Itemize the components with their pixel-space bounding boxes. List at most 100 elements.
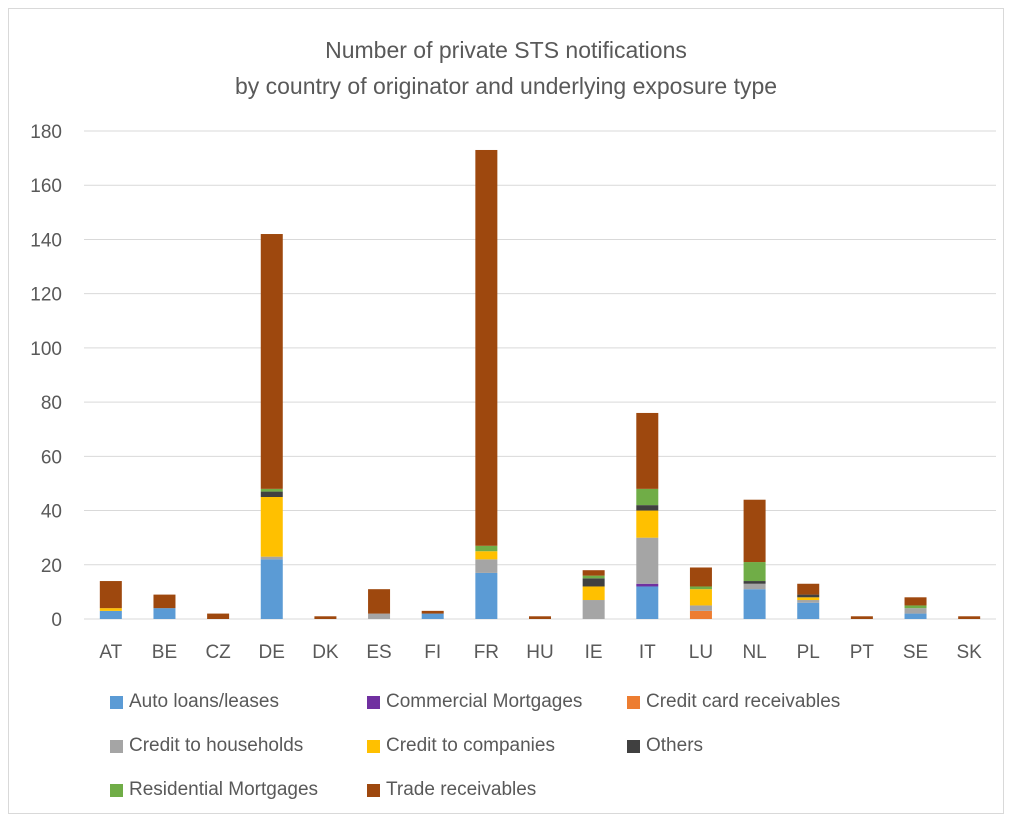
x-tick-label: PL bbox=[797, 642, 820, 663]
bar-segment bbox=[153, 608, 176, 619]
x-tick-label: NL bbox=[742, 642, 766, 663]
bar-segment bbox=[743, 499, 766, 563]
legend-item: Commercial Mortgages bbox=[367, 691, 582, 713]
bar-segment bbox=[582, 578, 605, 587]
legend-swatch bbox=[627, 739, 640, 753]
legend-swatch bbox=[367, 695, 380, 709]
bar-segment bbox=[689, 589, 712, 606]
legend-item: Auto loans/leases bbox=[110, 691, 279, 713]
legend-item: Trade receivables bbox=[367, 779, 536, 801]
legend-label: Residential Mortgages bbox=[129, 779, 319, 800]
x-tick-label: CZ bbox=[205, 642, 231, 663]
x-tick-label: PT bbox=[850, 642, 875, 663]
bar-segment bbox=[475, 149, 498, 546]
bar-segment bbox=[689, 567, 712, 587]
x-tick-label: BE bbox=[152, 642, 177, 663]
bar-segment bbox=[475, 559, 498, 573]
x-tick-label: HU bbox=[526, 642, 553, 663]
bar-segment bbox=[904, 613, 927, 619]
bar-segment bbox=[904, 597, 927, 606]
bar-segment bbox=[850, 616, 873, 619]
x-tick-label: ES bbox=[366, 642, 391, 663]
x-tick-label: IE bbox=[585, 642, 603, 663]
bar-segment bbox=[904, 605, 927, 609]
y-tick-label: 40 bbox=[41, 502, 62, 523]
bar-segment bbox=[260, 488, 283, 492]
y-tick-label: 60 bbox=[41, 447, 62, 468]
bar-segment bbox=[743, 589, 766, 619]
legend-swatch bbox=[110, 695, 123, 709]
legend-item: Credit to households bbox=[110, 735, 303, 757]
chart-title-line-2: by country of originator and underlying … bbox=[234, 73, 778, 99]
y-tick-label: 160 bbox=[30, 176, 62, 197]
x-tick-label: IT bbox=[639, 642, 656, 663]
bar-segment bbox=[260, 556, 283, 560]
bar-segment bbox=[421, 610, 444, 614]
bar-segment bbox=[797, 600, 820, 603]
bar-segment bbox=[475, 572, 498, 619]
bar-segment bbox=[260, 491, 283, 497]
x-tick-label: DE bbox=[259, 642, 285, 663]
y-tick-label: 0 bbox=[51, 610, 62, 631]
legend-swatch bbox=[367, 739, 380, 753]
y-tick-label: 120 bbox=[30, 285, 62, 306]
y-tick-label: 80 bbox=[41, 393, 62, 414]
bar-segment bbox=[582, 600, 605, 619]
legend-item: Credit to companies bbox=[367, 735, 555, 757]
bar-segment bbox=[368, 613, 391, 619]
legend-swatch bbox=[627, 695, 640, 709]
x-tick-label: FR bbox=[474, 642, 499, 663]
bar-segment bbox=[636, 586, 659, 619]
bar-segment bbox=[743, 562, 766, 582]
legend-label: Credit to households bbox=[129, 735, 304, 756]
bar-segment bbox=[797, 594, 820, 598]
bar-segment bbox=[99, 608, 122, 611]
bar-segment bbox=[99, 581, 122, 609]
chart-frame bbox=[8, 8, 1004, 814]
bar-segment bbox=[314, 616, 337, 619]
bar-segment bbox=[582, 570, 605, 576]
bar-segment bbox=[582, 575, 605, 579]
bar-segment bbox=[636, 488, 659, 506]
x-tick-label: SK bbox=[956, 642, 982, 663]
bar-segment bbox=[153, 594, 176, 609]
bar-segment bbox=[99, 610, 122, 619]
y-tick-label: 20 bbox=[41, 556, 62, 577]
bar-segment bbox=[636, 537, 659, 584]
x-tick-label: SE bbox=[903, 642, 928, 663]
legend-label: Credit to companies bbox=[386, 735, 555, 756]
legend-label: Auto loans/leases bbox=[129, 691, 279, 712]
bar-segment bbox=[529, 616, 551, 619]
y-tick-label: 100 bbox=[30, 339, 62, 360]
bar-segment bbox=[421, 613, 444, 619]
bar-segment bbox=[636, 505, 659, 511]
legend-item: Others bbox=[627, 735, 703, 757]
legend-label: Commercial Mortgages bbox=[386, 691, 583, 712]
x-tick-label: LU bbox=[689, 642, 713, 663]
bar-segment bbox=[904, 608, 927, 614]
bar-segment bbox=[958, 616, 981, 619]
bar-segment bbox=[582, 586, 605, 601]
bar-segment bbox=[260, 559, 283, 619]
bar-segment bbox=[689, 605, 712, 611]
bar-segment bbox=[689, 610, 712, 619]
bar-segment bbox=[260, 234, 283, 489]
bar-segment bbox=[475, 545, 498, 552]
bar-segment bbox=[743, 583, 766, 590]
legend-item: Credit card receivables bbox=[627, 691, 840, 713]
y-tick-label: 180 bbox=[30, 122, 62, 143]
bar-segment bbox=[368, 589, 391, 614]
bar-segment bbox=[797, 597, 820, 601]
chart-title-line-1: Number of private STS notifications bbox=[325, 37, 687, 63]
x-tick-label: AT bbox=[99, 642, 122, 663]
bar-segment bbox=[743, 581, 766, 584]
x-tick-label: FI bbox=[424, 642, 441, 663]
bar-segment bbox=[207, 613, 230, 619]
bar-segment bbox=[260, 497, 283, 557]
bar-segment bbox=[475, 551, 498, 560]
legend-swatch bbox=[110, 783, 123, 797]
bar-segment bbox=[636, 412, 659, 489]
bar-segment bbox=[689, 586, 712, 590]
legend-swatch bbox=[110, 739, 123, 753]
bar-segment bbox=[636, 510, 659, 538]
